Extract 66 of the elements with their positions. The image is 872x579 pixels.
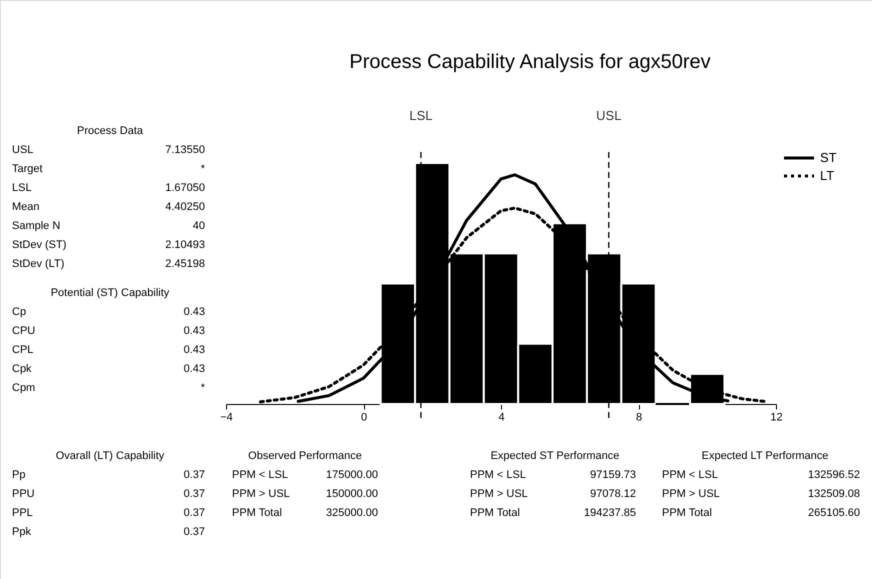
text: Pp bbox=[12, 469, 26, 481]
text: 0.37 bbox=[184, 526, 205, 538]
text: 0.43 bbox=[184, 363, 205, 375]
text: 194237.85 bbox=[584, 507, 636, 519]
legend-label: LT bbox=[820, 168, 834, 183]
x-tick-label: 8 bbox=[636, 412, 642, 424]
text: Expected ST Performance bbox=[490, 450, 620, 462]
text: PPM Total bbox=[662, 507, 712, 519]
text: 2.45198 bbox=[165, 258, 205, 270]
text: Cp bbox=[12, 306, 26, 318]
x-tick-label: −4 bbox=[220, 412, 233, 424]
text: PPL bbox=[12, 507, 33, 519]
text: 0.37 bbox=[184, 469, 205, 481]
legend-label: ST bbox=[820, 150, 837, 165]
text: CPU bbox=[12, 325, 36, 337]
text: 132509.08 bbox=[808, 488, 860, 500]
text: CPL bbox=[12, 344, 34, 356]
x-tick-label: 4 bbox=[498, 412, 505, 424]
ref-line-label: USL bbox=[596, 108, 622, 123]
text: PPM Total bbox=[232, 507, 282, 519]
text: Cpm bbox=[12, 382, 36, 394]
text: PPM < LSL bbox=[470, 469, 526, 481]
text: Ppk bbox=[12, 526, 32, 538]
text: 175000.00 bbox=[326, 469, 378, 481]
ref-line-label: LSL bbox=[409, 108, 432, 123]
text: 325000.00 bbox=[326, 507, 378, 519]
text: PPM < LSL bbox=[232, 469, 288, 481]
text: 0.43 bbox=[184, 325, 205, 337]
text: Ovarall (LT) Capability bbox=[56, 450, 165, 462]
text: 97078.12 bbox=[590, 488, 636, 500]
text: StDev (ST) bbox=[12, 239, 66, 251]
text: USL bbox=[12, 144, 34, 156]
text: 7.13550 bbox=[165, 144, 205, 156]
text: 0.43 bbox=[184, 306, 205, 318]
text: 0.37 bbox=[184, 507, 205, 519]
text: Mean bbox=[12, 201, 40, 213]
text: Sample N bbox=[12, 220, 60, 232]
text: 132596.52 bbox=[808, 469, 860, 481]
text: PPU bbox=[12, 488, 35, 500]
text: StDev (LT) bbox=[12, 258, 64, 270]
text: 150000.00 bbox=[326, 488, 378, 500]
text: 40 bbox=[192, 220, 205, 232]
text: Observed Performance bbox=[248, 450, 362, 462]
text: Expected LT Performance bbox=[702, 450, 828, 462]
text: 4.40250 bbox=[165, 201, 205, 213]
text: PPM < LSL bbox=[662, 469, 718, 481]
text: * bbox=[200, 163, 206, 175]
text: PPM > USL bbox=[470, 488, 528, 500]
text: 0.43 bbox=[184, 344, 205, 356]
text: Potential (ST) Capability bbox=[50, 287, 170, 299]
text: PPM > USL bbox=[232, 488, 290, 500]
text: Process Data bbox=[76, 125, 144, 137]
text: 2.10493 bbox=[165, 239, 205, 251]
text: PPM > USL bbox=[662, 488, 720, 500]
text: PPM Total bbox=[470, 507, 520, 519]
text: 265105.60 bbox=[808, 507, 860, 519]
text: Cpk bbox=[12, 363, 32, 375]
text: LSL bbox=[12, 182, 32, 194]
chart-title: Process Capability Analysis for agx50rev bbox=[349, 51, 711, 73]
text: Target bbox=[12, 163, 43, 175]
text: * bbox=[200, 382, 206, 394]
text: 0.37 bbox=[184, 488, 205, 500]
x-tick-label: 12 bbox=[770, 412, 783, 424]
text: 97159.73 bbox=[590, 469, 636, 481]
x-tick-label: 0 bbox=[360, 412, 368, 424]
text: 1.67050 bbox=[165, 182, 205, 194]
